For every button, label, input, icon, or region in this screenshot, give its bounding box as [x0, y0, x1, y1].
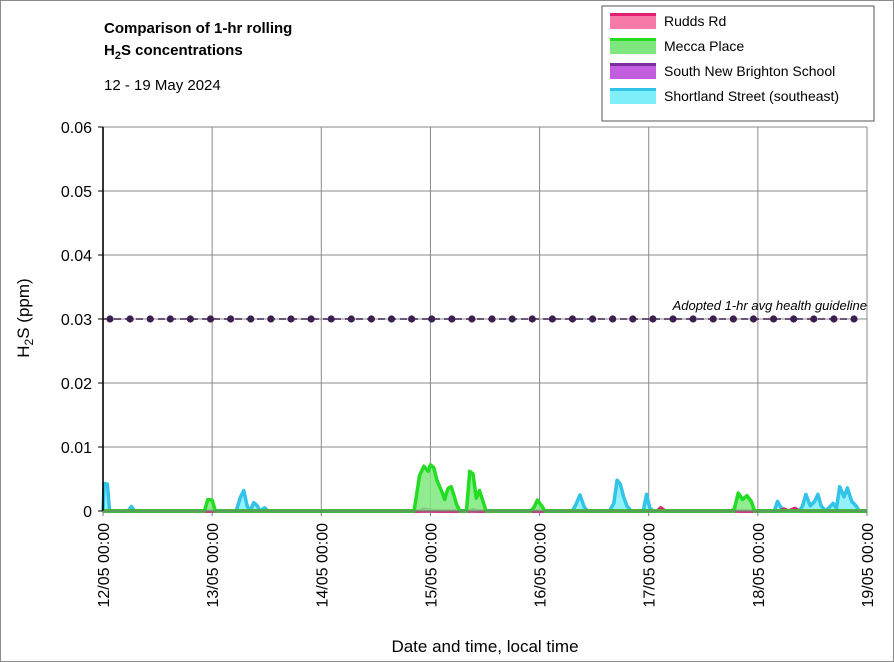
guideline-marker: [468, 315, 476, 323]
legend-swatch: [610, 88, 656, 104]
axes: [98, 126, 868, 516]
guideline-marker: [146, 315, 154, 323]
guideline-marker: [629, 315, 637, 323]
guideline-marker: [669, 315, 677, 323]
guideline-marker: [327, 315, 335, 323]
guideline-marker: [830, 315, 838, 323]
guideline-label: Adopted 1-hr avg health guideline: [672, 298, 867, 313]
legend-label: Rudds Rd: [664, 13, 726, 29]
y-tick-label: 0.04: [61, 248, 92, 265]
guideline-marker: [448, 315, 456, 323]
legend-label: South New Brighton School: [664, 63, 835, 79]
legend: Rudds Rd Mecca Place South New Brighton Sc…: [601, 5, 875, 122]
guideline-marker: [508, 315, 516, 323]
guideline-marker: [488, 315, 496, 323]
y-tick-label: 0.03: [61, 312, 92, 329]
guideline-marker: [428, 315, 436, 323]
guideline-marker: [227, 315, 235, 323]
guideline-marker: [247, 315, 255, 323]
guideline-marker: [689, 315, 697, 323]
series-line-1: [103, 463, 867, 513]
guideline-marker: [367, 315, 376, 323]
y-tick-labels: 0 0.01 0.02 0.03 0.04 0.05 0.06: [61, 120, 92, 521]
legend-swatch: [610, 13, 656, 29]
guideline-marker: [267, 315, 275, 323]
guideline-marker: [769, 315, 778, 323]
guideline-marker: [166, 315, 174, 323]
x-tick-label: 19/05 00:00: [860, 523, 877, 608]
x-tick-label: 12/05 00:00: [96, 523, 113, 608]
y-axis-label: H2S (ppm): [14, 278, 36, 357]
guideline-marker: [287, 315, 295, 323]
legend-swatch: [610, 63, 656, 79]
y-tick-label: 0.02: [61, 376, 92, 393]
ylabel-subscript: 2: [22, 338, 36, 345]
x-tick-label: 15/05 00:00: [423, 523, 440, 608]
chart-title: Comparison of 1-hr rolling H2S concentra…: [104, 20, 292, 94]
guideline-marker: [850, 315, 858, 323]
title-suffix: S concentrations: [121, 42, 243, 59]
guideline-marker: [206, 315, 215, 323]
guideline-marker: [588, 315, 597, 323]
x-tick-label: 14/05 00:00: [314, 523, 331, 608]
series-layer: [101, 463, 867, 513]
guideline-marker: [729, 315, 737, 323]
guideline-marker: [387, 315, 396, 323]
guideline-layer: Adopted 1-hr avg health guideline: [103, 298, 867, 323]
chart-subtitle: 12 - 19 May 2024: [104, 77, 221, 94]
title-h: H: [104, 42, 115, 59]
guideline-marker: [408, 315, 416, 323]
title-subscript: 2: [115, 50, 121, 62]
x-tick-label: 16/05 00:00: [533, 523, 550, 608]
guideline-marker: [709, 315, 717, 323]
guideline-marker: [609, 315, 617, 323]
title-line-1: Comparison of 1-hr rolling: [104, 20, 292, 37]
ylabel-h: H: [14, 345, 33, 357]
guideline-marker: [568, 315, 577, 323]
guideline-marker: [810, 315, 818, 323]
guideline-marker: [749, 315, 758, 323]
guideline-marker: [126, 315, 134, 323]
guideline-marker: [649, 315, 657, 323]
x-tick-labels: 12/05 00:00 13/05 00:00 14/05 00:00 15/05 0…: [96, 523, 877, 608]
title-line-2: H2S concentrations: [104, 42, 243, 62]
legend-label: Shortland Street (southeast): [664, 88, 839, 104]
series-line-3: [101, 478, 867, 513]
guideline-marker: [548, 315, 556, 323]
guideline-marker: [106, 315, 114, 323]
legend-label: Mecca Place: [664, 38, 744, 54]
x-axis-label: Date and time, local time: [391, 637, 578, 656]
guideline-marker: [307, 315, 315, 323]
guideline-marker: [790, 315, 798, 323]
x-tick-label: 13/05 00:00: [205, 523, 222, 608]
ylabel-suffix: S (ppm): [14, 278, 33, 338]
y-tick-label: 0: [83, 504, 92, 521]
legend-swatch: [610, 38, 656, 54]
y-tick-label: 0.06: [61, 120, 92, 137]
guideline-marker: [347, 315, 355, 323]
x-tick-label: 17/05 00:00: [642, 523, 659, 608]
guideline-marker: [528, 315, 536, 323]
x-tick-label: 18/05 00:00: [751, 523, 768, 608]
guideline-marker: [186, 315, 195, 323]
y-tick-label: 0.05: [61, 184, 92, 201]
y-tick-label: 0.01: [61, 440, 92, 457]
